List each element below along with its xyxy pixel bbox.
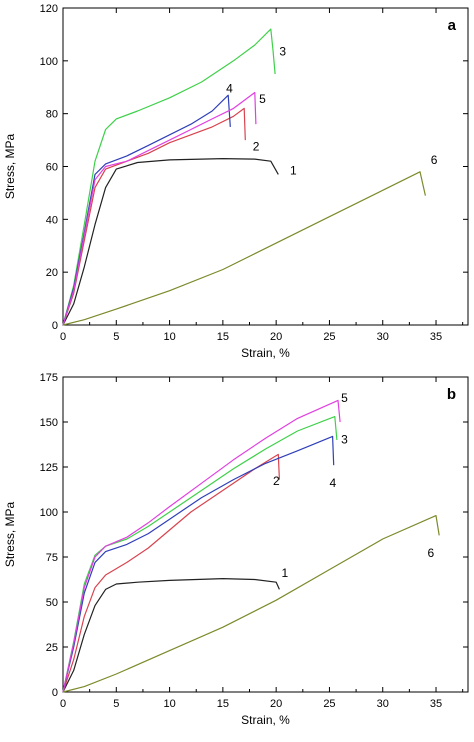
series-line-3 — [62, 416, 338, 693]
x-tick-label: 10 — [163, 698, 175, 710]
x-tick-label: 5 — [113, 331, 119, 343]
series-line-1 — [62, 577, 280, 693]
plot-frame — [62, 376, 469, 693]
y-tick-label: 40 — [46, 214, 58, 226]
y-tick-label: 60 — [46, 162, 58, 174]
curve-label-1: 1 — [281, 566, 288, 580]
panel-letter: a — [448, 17, 457, 34]
x-tick-label: 5 — [113, 698, 119, 710]
curve-label-6: 6 — [428, 546, 435, 560]
x-axis-label: Strain, % — [241, 346, 290, 360]
y-tick-label: 100 — [40, 56, 58, 68]
y-tick-label: 175 — [40, 372, 58, 384]
curve-label-1: 1 — [290, 163, 297, 177]
curve-label-3: 3 — [279, 45, 286, 59]
x-tick-label: 30 — [377, 331, 389, 343]
series-line-6 — [62, 171, 426, 326]
x-tick-label: 25 — [323, 698, 335, 710]
curve-label-4: 4 — [329, 476, 336, 490]
y-tick-label: 75 — [46, 552, 58, 564]
curve-label-5: 5 — [341, 391, 348, 405]
curve-label-2: 2 — [273, 474, 280, 488]
series-line-2 — [62, 107, 246, 326]
series-line-5 — [62, 91, 257, 326]
y-axis-label: Stress, MPa — [3, 502, 17, 568]
x-tick-label: 15 — [217, 698, 229, 710]
y-tick-label: 0 — [52, 687, 58, 699]
x-tick-label: 15 — [217, 331, 229, 343]
x-axis-label: Strain, % — [241, 713, 290, 727]
y-tick-label: 150 — [40, 417, 58, 429]
x-tick-label: 10 — [163, 331, 175, 343]
x-tick-label: 30 — [377, 698, 389, 710]
x-tick-label: 35 — [430, 331, 442, 343]
y-tick-label: 25 — [46, 642, 58, 654]
panel-letter: b — [447, 386, 456, 403]
x-tick-label: 0 — [60, 331, 66, 343]
x-tick-label: 20 — [270, 698, 282, 710]
chart-panel-b: 0 5 10 15 20 25 30 350255075100125150175Strain,… — [3, 372, 469, 727]
series-line-5 — [62, 399, 341, 693]
curve-label-3: 3 — [341, 433, 348, 447]
x-tick-label: 25 — [323, 331, 335, 343]
y-tick-label: 80 — [46, 109, 58, 121]
series-line-3 — [62, 28, 276, 326]
y-tick-label: 20 — [46, 267, 58, 279]
curve-label-6: 6 — [431, 153, 438, 167]
x-tick-label: 20 — [270, 331, 282, 343]
x-tick-label: 0 — [60, 698, 66, 710]
series-line-4 — [62, 435, 335, 693]
curve-label-2: 2 — [253, 140, 260, 154]
x-tick-label: 35 — [430, 698, 442, 710]
curve-label-4: 4 — [226, 82, 233, 96]
y-tick-label: 125 — [40, 462, 58, 474]
curve-label-5: 5 — [259, 92, 266, 106]
y-tick-label: 100 — [40, 507, 58, 519]
y-tick-label: 50 — [46, 597, 58, 609]
series-line-6 — [62, 514, 440, 693]
y-tick-label: 0 — [52, 320, 58, 332]
y-tick-label: 120 — [40, 3, 58, 15]
y-axis-label: Stress, MPa — [3, 134, 17, 200]
series-line-2 — [62, 453, 280, 693]
series-line-1 — [62, 158, 279, 326]
